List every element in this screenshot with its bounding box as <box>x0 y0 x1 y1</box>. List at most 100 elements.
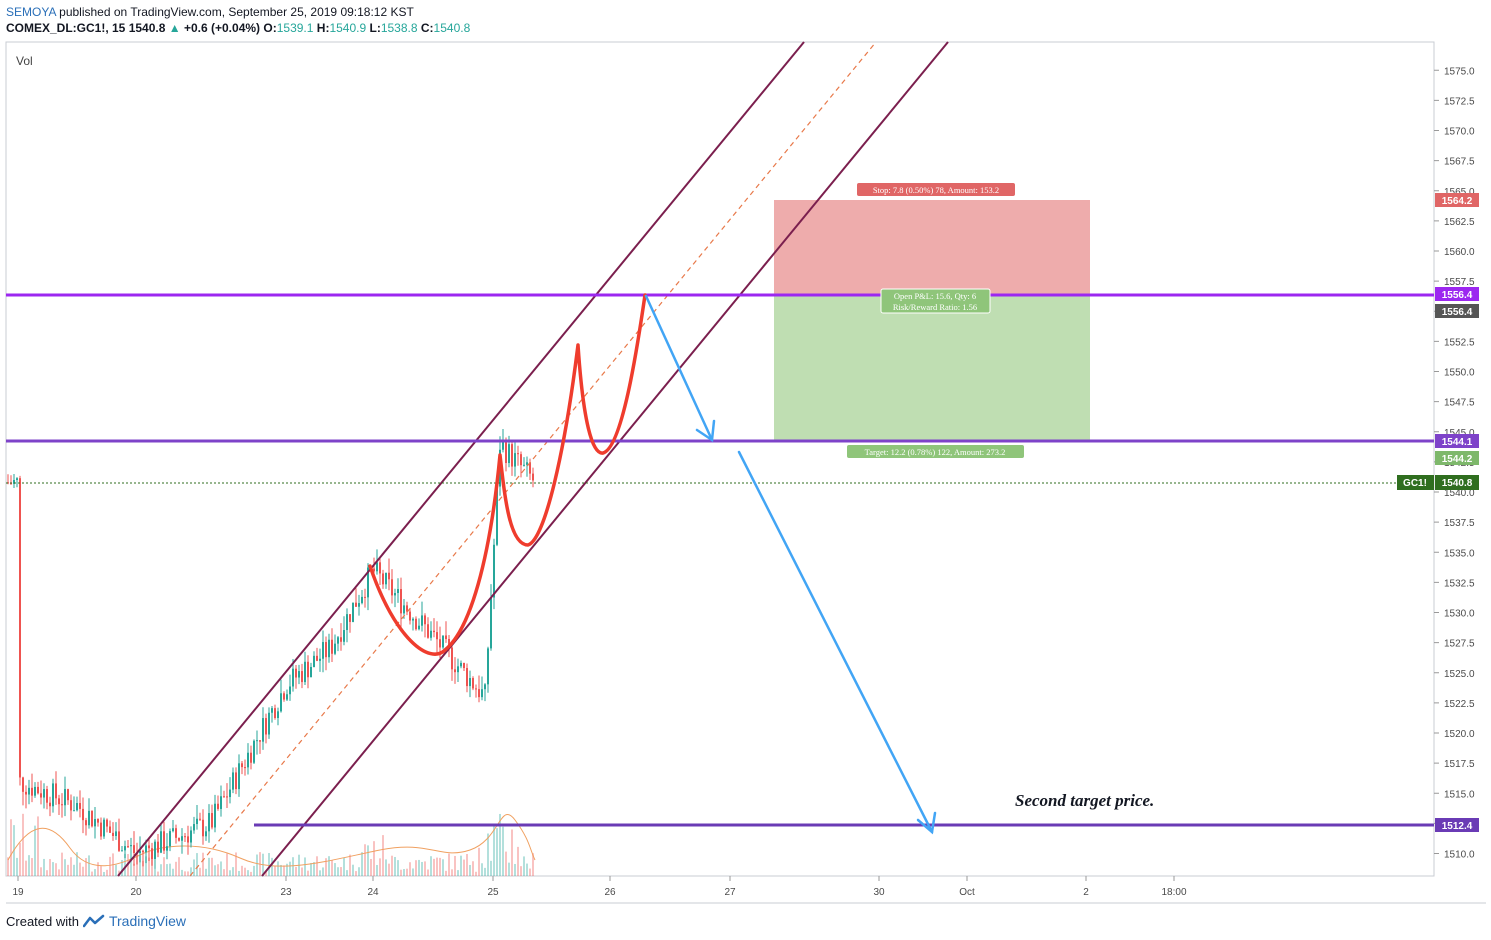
candle-body <box>529 462 531 474</box>
tradingview-logo-icon[interactable] <box>82 914 105 928</box>
volume-bar <box>436 857 438 876</box>
candle-body <box>49 802 51 807</box>
price-tag-1544-purple: 1544.1 <box>1435 434 1479 448</box>
candle-body <box>469 678 471 687</box>
candle-body <box>139 850 141 854</box>
volume-bar <box>196 853 198 876</box>
candle-body <box>460 662 462 667</box>
channel-median-line[interactable] <box>189 41 877 877</box>
y-tick-label: 1535.0 <box>1444 548 1475 559</box>
candle-body <box>307 661 309 678</box>
tradingview-brand[interactable]: TradingView <box>108 913 187 929</box>
volume-bar <box>88 855 90 876</box>
candle-body <box>130 845 132 847</box>
volume-bar <box>193 859 195 876</box>
candle-body <box>415 618 417 630</box>
candle-body <box>481 689 483 698</box>
x-tick-label: 24 <box>367 887 379 898</box>
volume-bar <box>466 853 468 876</box>
candle-body <box>343 630 345 642</box>
high-value: 1540.9 <box>329 21 367 35</box>
target-zone[interactable] <box>774 295 1090 441</box>
up-arrow-icon: ▲ <box>168 21 181 35</box>
candle-body <box>421 615 423 626</box>
candle-body <box>91 810 93 827</box>
volume-bar <box>409 862 411 876</box>
candle-body <box>106 819 108 827</box>
candle-body <box>160 831 162 853</box>
volume-bar <box>34 825 36 876</box>
candle-body <box>502 442 504 450</box>
volume-bar <box>331 860 333 876</box>
candle-body <box>457 666 459 673</box>
volume-bar <box>526 863 528 876</box>
volume-bar <box>376 864 378 876</box>
projection-arrow-1[interactable] <box>644 294 716 443</box>
candle-body <box>214 803 216 828</box>
volume-bar <box>157 871 159 876</box>
volume-bar <box>268 853 270 876</box>
volume-bar <box>97 862 99 876</box>
volume-bar <box>355 871 357 876</box>
pattern-curve[interactable] <box>368 293 647 656</box>
channel-lower-line[interactable] <box>261 41 949 877</box>
candle-body <box>274 708 276 719</box>
volume-bar <box>322 867 324 876</box>
candle-body <box>301 671 303 683</box>
candle-body <box>250 752 252 763</box>
volume-bar <box>136 853 138 876</box>
y-tick-label: 1510.0 <box>1444 850 1475 861</box>
candle-body <box>280 693 282 712</box>
volume-bar <box>421 861 423 876</box>
close-label: C: <box>420 21 434 35</box>
x-tick-label: 27 <box>724 887 736 898</box>
volume-bar <box>46 870 48 876</box>
candle-body <box>508 444 510 464</box>
svg-text:1512.4: 1512.4 <box>1442 821 1473 832</box>
candle-body <box>124 846 126 851</box>
volume-bar <box>454 855 456 876</box>
candle-body <box>322 642 324 659</box>
volume-bar <box>37 816 39 876</box>
volume-bar <box>103 871 105 876</box>
channel-upper-line[interactable] <box>117 41 805 877</box>
candle-body <box>175 828 177 838</box>
volume-bar <box>187 871 189 876</box>
volume-bar <box>292 857 294 876</box>
volume-bar <box>397 860 399 876</box>
candle-body <box>199 818 201 820</box>
volume-bar <box>286 863 288 876</box>
volume-bar <box>490 860 492 876</box>
projection-arrow-2[interactable] <box>737 450 937 835</box>
second-target-annotation[interactable]: Second target price. <box>1015 791 1154 810</box>
publisher-name[interactable]: SEMOYA <box>6 5 56 19</box>
candle-body <box>55 783 57 799</box>
candle-body <box>505 442 507 464</box>
candle-body <box>169 831 171 847</box>
volume-bar <box>28 855 30 876</box>
price-tag-1556-gray: 1556.4 <box>1435 304 1479 318</box>
volume-bar <box>73 864 75 876</box>
volume-bar <box>343 857 345 876</box>
svg-text:1556.4: 1556.4 <box>1442 290 1473 301</box>
volume-bar <box>280 864 282 876</box>
candle-body <box>352 602 354 622</box>
volume-bar <box>523 856 525 876</box>
candle-body <box>241 763 243 768</box>
volume-bar <box>139 855 141 876</box>
candle-body <box>142 850 144 853</box>
volume-bar <box>181 869 183 876</box>
candle-body <box>331 639 333 654</box>
volume-bar <box>184 871 186 876</box>
candle-body <box>376 562 378 572</box>
volume-bar <box>250 871 252 876</box>
volume-bar <box>67 864 69 876</box>
price-tag-1512: 1512.4 <box>1435 818 1479 832</box>
volume-bar <box>247 870 249 876</box>
candle-body <box>64 789 66 806</box>
volume-bar <box>430 856 432 876</box>
stop-zone[interactable] <box>774 200 1090 295</box>
candle-body <box>265 718 267 735</box>
candles <box>7 428 534 869</box>
